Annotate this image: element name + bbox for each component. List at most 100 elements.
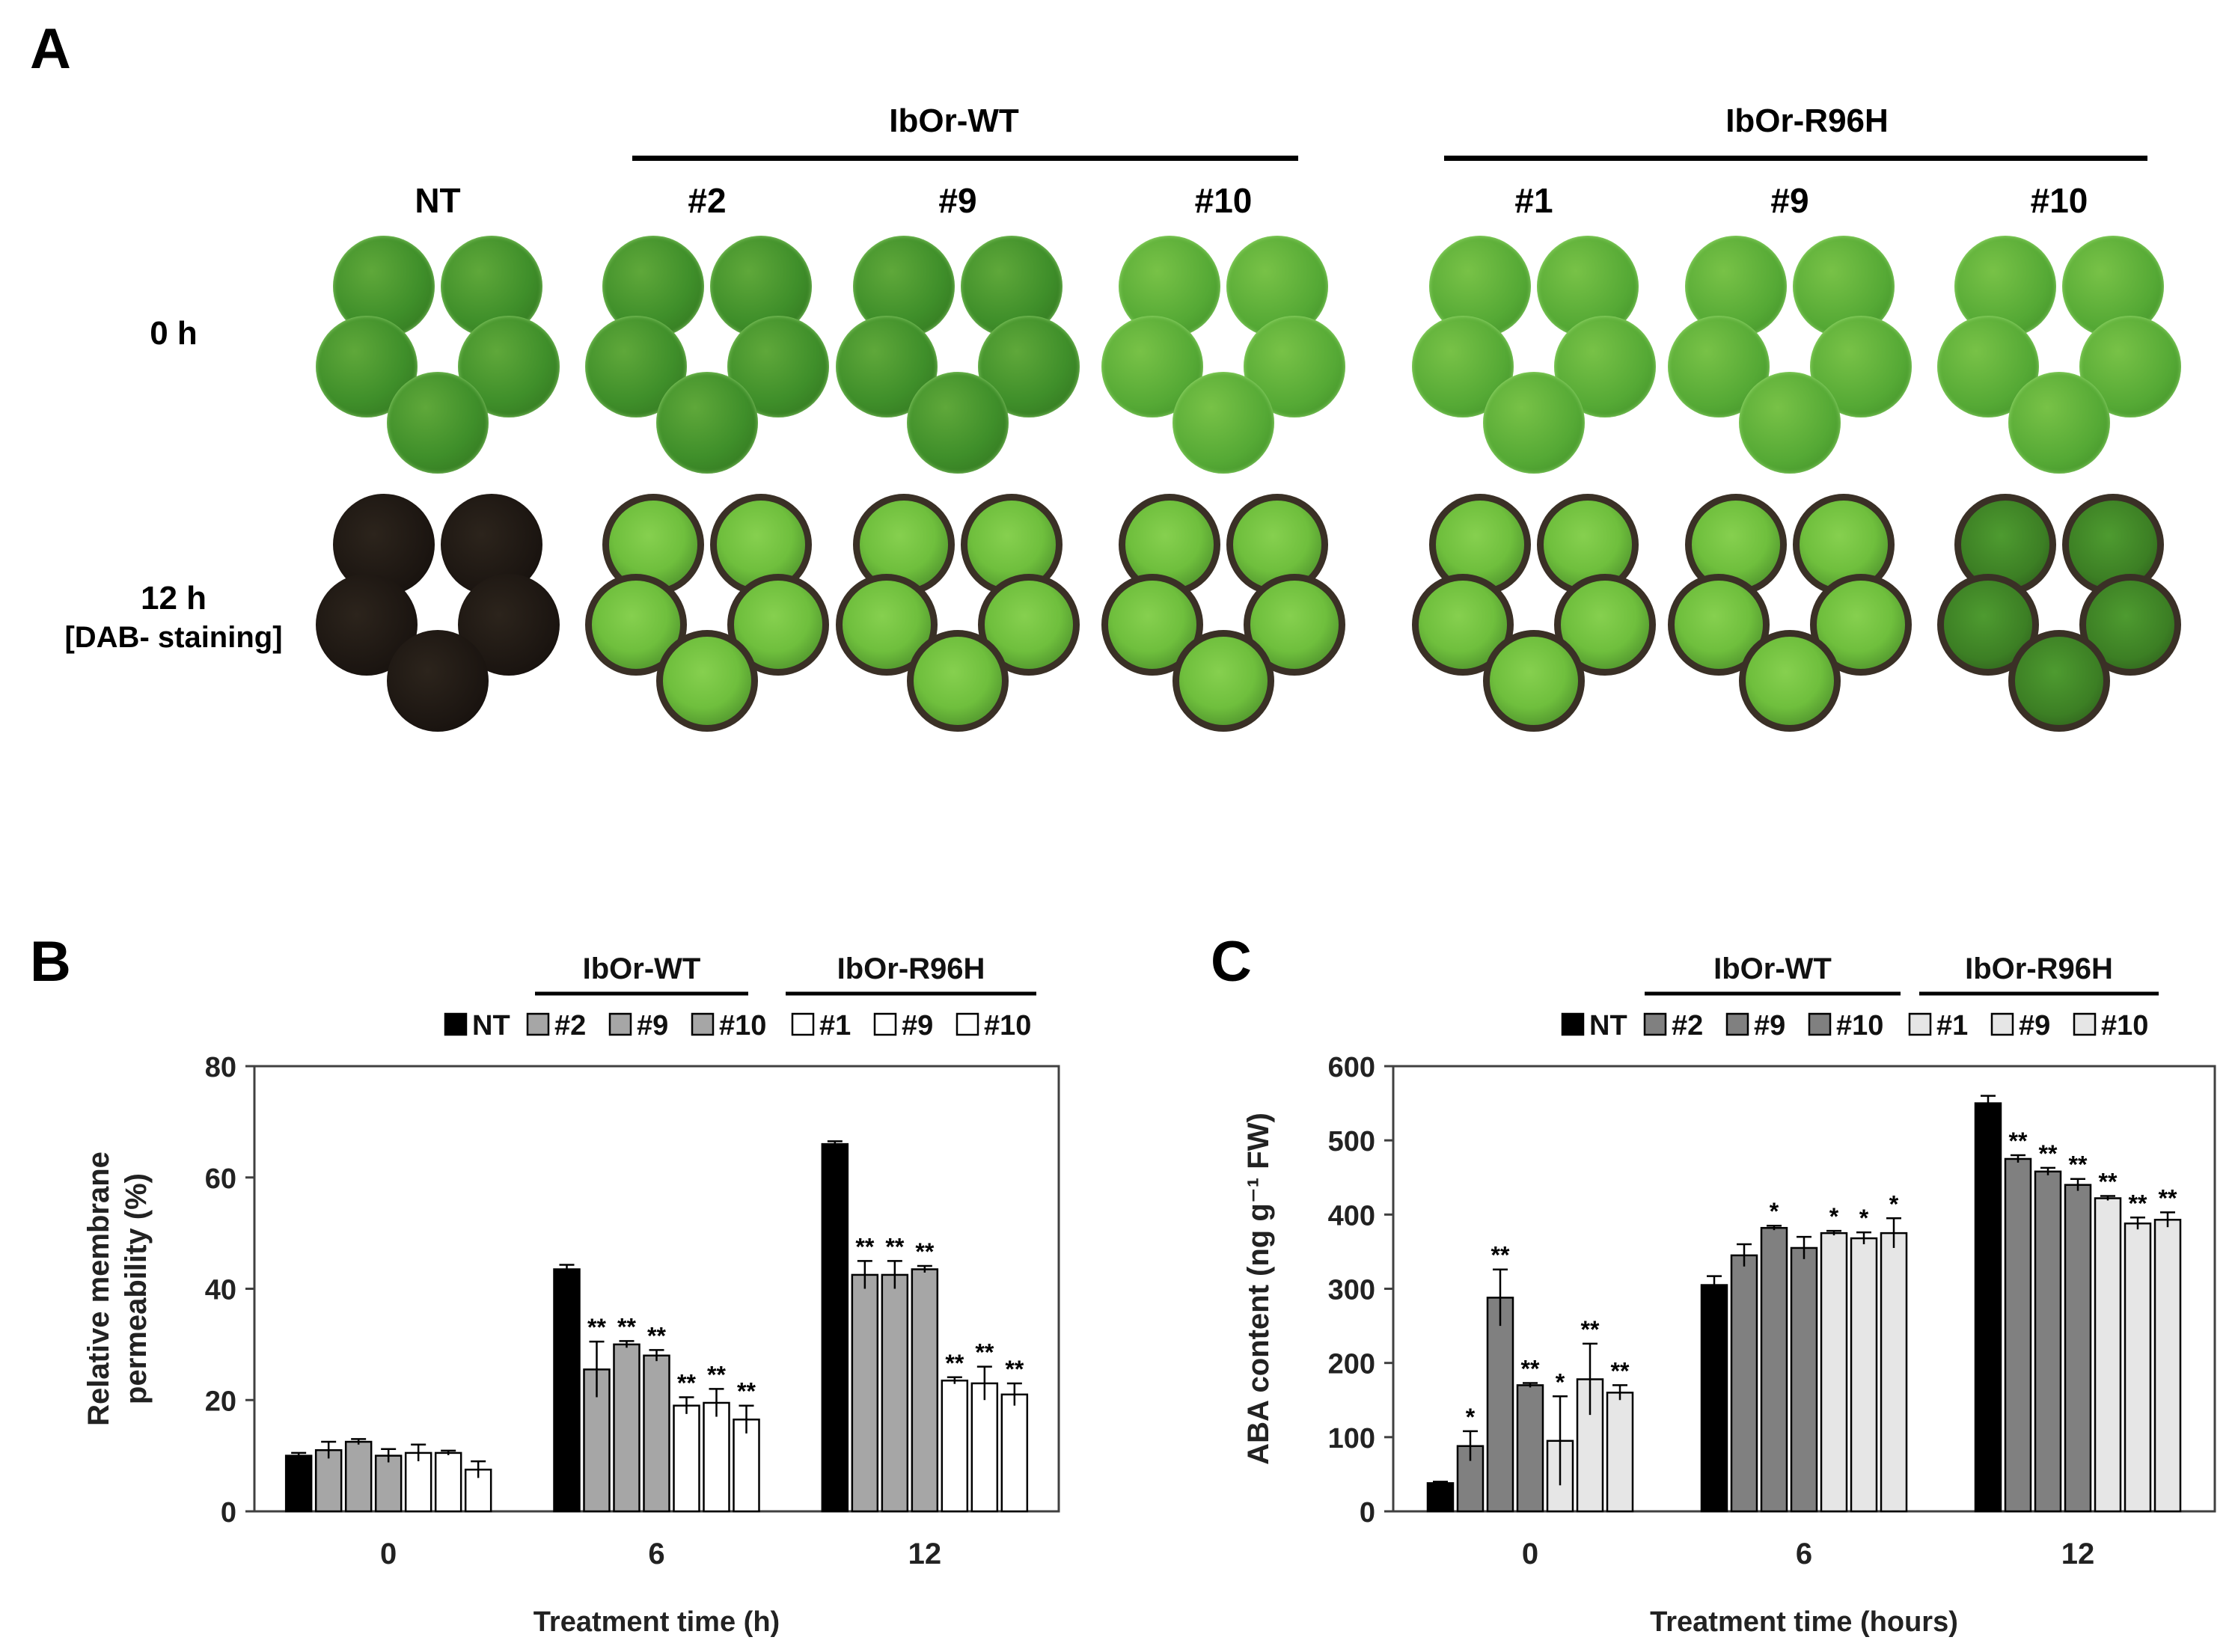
leaf-disc-12h-nt xyxy=(387,630,489,732)
chart-c-legend-swatch xyxy=(1990,1012,2014,1036)
chart-c-bar xyxy=(1426,1482,1455,1513)
chart-c-bar xyxy=(1974,1102,2002,1513)
chart-c-significance-mark: ** xyxy=(2129,1190,2147,1217)
chart-b-legend-label: #9 xyxy=(637,1010,668,1041)
chart-b-significance-mark: ** xyxy=(677,1370,696,1397)
row-label-12h: 12 h [DAB- staining] xyxy=(64,578,282,656)
group-label-r96h: IbOr-R96H xyxy=(1725,103,1889,139)
leaf-disc-12h-wt-9 xyxy=(978,574,1080,676)
column-label-r96h-9: #9 xyxy=(1770,181,1809,220)
chart-b-group-label: IbOr-R96H xyxy=(837,952,985,985)
chart-b-bar xyxy=(851,1273,879,1513)
chart-c-bar xyxy=(2153,1219,2182,1513)
chart-c-ytick-label: 0 xyxy=(1360,1497,1375,1529)
chart-c-significance-mark: ** xyxy=(2009,1128,2028,1154)
leaf-disc-12h-r96h-9 xyxy=(1739,630,1841,732)
chart-b-significance-mark: ** xyxy=(915,1238,934,1265)
chart-b-bar xyxy=(673,1404,700,1513)
chart-b-bar xyxy=(703,1401,730,1513)
leaf-disc-12h-r96h-10 xyxy=(2008,630,2110,732)
chart-c-xlabel: Treatment time (hours) xyxy=(1650,1606,1958,1638)
chart-c-group-label: IbOr-WT xyxy=(1713,952,1832,985)
chart-c-ytick-label: 300 xyxy=(1328,1275,1375,1306)
chart-c-ytick-label: 200 xyxy=(1328,1349,1375,1380)
chart-c-bar xyxy=(1606,1392,1634,1513)
chart-b-xtick-label: 0 xyxy=(380,1538,397,1570)
chart-b-legend-swatch xyxy=(691,1012,715,1036)
chart-b-ylabel: Relative membrane xyxy=(82,1151,115,1426)
chart-b-significance-mark: ** xyxy=(885,1233,904,1260)
chart-b-legend-label: NT xyxy=(472,1010,510,1041)
chart-c-significance-mark: ** xyxy=(2039,1140,2058,1167)
chart-c-bar xyxy=(1486,1297,1514,1513)
leaf-disc-0h-r96h-1 xyxy=(1483,372,1585,474)
chart-c-legend-swatch xyxy=(1643,1012,1667,1036)
chart-c-xtick-label: 6 xyxy=(1796,1538,1812,1570)
group-label-wt: IbOr-WT xyxy=(889,103,1019,139)
chart-c-significance-mark: * xyxy=(1770,1198,1779,1225)
chart-c-group-label: IbOr-R96H xyxy=(1965,952,2113,985)
chart-c-ytick-label: 600 xyxy=(1328,1052,1375,1083)
chart-b-ytick-label: 20 xyxy=(205,1386,236,1417)
leaf-disc-12h-r96h-10 xyxy=(1937,574,2039,676)
chart-c-significance-mark: * xyxy=(1556,1368,1565,1395)
chart-b-significance-mark: ** xyxy=(975,1339,994,1366)
column-label-wt-9: #9 xyxy=(938,181,977,220)
column-label-r96h-1: #1 xyxy=(1514,181,1553,220)
chart-c-ylabel: ABA content (ng g⁻¹ FW) xyxy=(1242,1113,1275,1465)
chart-c-legend-label: #10 xyxy=(1836,1010,1883,1041)
panel-c-label: C xyxy=(1211,930,1252,994)
chart-c-ytick-label: 400 xyxy=(1328,1200,1375,1232)
chart-b-bar xyxy=(553,1268,581,1513)
chart-b-bar xyxy=(911,1268,939,1513)
chart-c-bar xyxy=(2034,1170,2062,1513)
column-label-wt-2: #2 xyxy=(688,181,727,220)
row-label-0h: 0 h xyxy=(150,315,198,352)
leaf-disc-0h-nt xyxy=(387,372,489,474)
chart-b-bar xyxy=(1000,1393,1029,1513)
group-line-wt xyxy=(632,156,1298,161)
chart-c-bar xyxy=(1760,1226,1788,1513)
leaf-disc-0h-wt-2 xyxy=(656,372,758,474)
chart-b-significance-mark: ** xyxy=(1005,1356,1024,1383)
chart-c-legend-label: #9 xyxy=(2019,1010,2050,1041)
chart-b-ylabel: permeability (%) xyxy=(120,1173,153,1404)
chart-b-significance-mark: ** xyxy=(945,1350,964,1377)
chart-c-bar xyxy=(2094,1197,2122,1513)
chart-b-group-label: IbOr-WT xyxy=(583,952,701,985)
chart-c-legend-label: #2 xyxy=(1672,1010,1703,1041)
chart-c-legend-label: #10 xyxy=(2101,1010,2148,1041)
chart-c-significance-mark: * xyxy=(1859,1205,1869,1232)
panel-b-label: B xyxy=(30,930,71,994)
chart-b-bar xyxy=(970,1382,999,1513)
chart-c-significance-mark: ** xyxy=(2159,1184,2177,1211)
chart-b-legend-swatch xyxy=(791,1012,815,1036)
chart-c-legend-swatch xyxy=(1908,1012,1932,1036)
chart-c-legend-label: #1 xyxy=(1936,1010,1968,1041)
chart-c-bar xyxy=(1730,1254,1758,1513)
chart-b-bar xyxy=(314,1448,343,1513)
chart-b-significance-mark: ** xyxy=(707,1361,726,1388)
chart-b-ytick-label: 80 xyxy=(205,1052,236,1083)
leaf-disc-0h-wt-9 xyxy=(907,372,1009,474)
column-label-nt: NT xyxy=(415,181,461,220)
chart-b-ytick-label: 0 xyxy=(221,1497,236,1529)
chart-b-bar xyxy=(643,1354,670,1513)
chart-b-bar xyxy=(284,1454,313,1513)
chart-b-bar xyxy=(821,1142,849,1513)
chart-c-significance-mark: ** xyxy=(2069,1151,2088,1178)
chart-b-xtick-label: 12 xyxy=(908,1538,942,1570)
chart-c-bar xyxy=(1850,1237,1878,1513)
chart-c-aba-content: 0 100 200 300 400 500 600 ABA content (ng g⁻¹ F… xyxy=(1242,952,2216,1638)
chart-c-significance-mark: * xyxy=(1829,1203,1839,1230)
chart-c-legend-swatch xyxy=(1725,1012,1749,1036)
chart-c-significance-mark: ** xyxy=(1581,1316,1600,1343)
leaf-disc-12h-r96h-1 xyxy=(1483,630,1585,732)
chart-c-legend-swatch xyxy=(1561,1012,1585,1036)
chart-b-xtick-label: 6 xyxy=(648,1538,664,1570)
chart-b-bar xyxy=(404,1451,432,1513)
chart-c-bar xyxy=(2004,1157,2032,1513)
chart-c-significance-mark: * xyxy=(1466,1404,1476,1431)
column-label-wt-10: #10 xyxy=(1194,181,1253,220)
